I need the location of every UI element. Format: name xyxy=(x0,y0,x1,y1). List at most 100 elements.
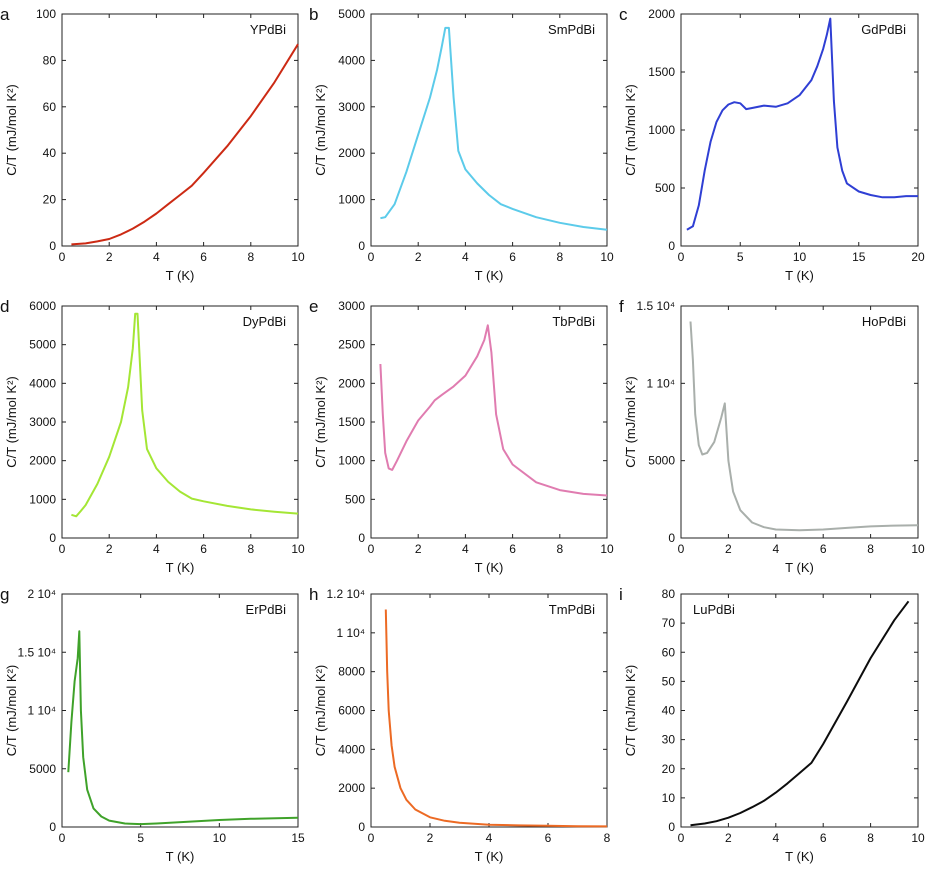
x-tick-label: 15 xyxy=(852,250,866,264)
material-name: HoPdBi xyxy=(862,314,906,329)
y-tick-label: 500 xyxy=(345,492,365,506)
x-tick-label: 8 xyxy=(247,250,254,264)
y-tick-label: 2000 xyxy=(29,454,56,468)
y-tick-label: 4000 xyxy=(338,53,365,67)
y-tick-label: 40 xyxy=(43,146,57,160)
y-tick-label: 20 xyxy=(43,193,57,207)
y-tick-label: 0 xyxy=(668,239,675,253)
x-tick-label: 6 xyxy=(200,542,207,556)
x-tick-label: 8 xyxy=(556,542,563,556)
x-tick-label: 4 xyxy=(462,542,469,556)
plot-frame xyxy=(680,593,919,828)
x-tick-label: 6 xyxy=(509,542,516,556)
y-axis-label: C/T (mJ/mol K²) xyxy=(313,84,328,175)
x-tick-label: 4 xyxy=(486,831,493,845)
y-tick-label: 60 xyxy=(43,100,57,114)
plot-frame xyxy=(61,593,299,828)
y-tick-label: 2000 xyxy=(338,781,365,795)
x-tick-label: 2 xyxy=(725,831,732,845)
x-tick-label: 4 xyxy=(772,831,779,845)
y-tick-label: 0 xyxy=(49,531,56,545)
y-axis-label: C/T (mJ/mol K²) xyxy=(623,84,638,175)
y-tick-label: 500 xyxy=(655,181,675,195)
material-name: TmPdBi xyxy=(549,602,595,617)
x-axis-label: T (K) xyxy=(166,268,195,283)
y-tick-label: 8000 xyxy=(338,665,365,679)
panel-letter: d xyxy=(0,297,9,316)
series-line xyxy=(379,324,608,497)
series-line xyxy=(71,312,299,518)
plot-frame xyxy=(680,13,919,247)
x-tick-label: 8 xyxy=(867,542,874,556)
x-tick-label: 0 xyxy=(59,831,66,845)
material-name: SmPdBi xyxy=(548,22,595,37)
y-tick-label: 60 xyxy=(662,645,676,659)
y-tick-label: 100 xyxy=(36,7,56,21)
y-tick-label: 80 xyxy=(43,53,57,67)
y-tick-label: 1 10⁴ xyxy=(336,626,365,640)
y-tick-label: 5000 xyxy=(29,338,56,352)
x-tick-label: 4 xyxy=(153,250,160,264)
y-tick-label: 3000 xyxy=(29,415,56,429)
x-tick-label: 4 xyxy=(153,542,160,556)
panel-letter: e xyxy=(309,297,318,316)
panel-letter: b xyxy=(309,5,318,24)
y-axis-label: C/T (mJ/mol K²) xyxy=(4,376,19,467)
x-tick-label: 6 xyxy=(509,250,516,264)
y-tick-label: 0 xyxy=(668,531,675,545)
x-tick-label: 6 xyxy=(200,250,207,264)
y-tick-label: 0 xyxy=(49,239,56,253)
y-tick-label: 1000 xyxy=(338,193,365,207)
series-line xyxy=(384,609,608,828)
series-line xyxy=(686,17,918,231)
x-tick-label: 0 xyxy=(368,542,375,556)
y-tick-label: 2000 xyxy=(648,7,675,21)
x-axis-label: T (K) xyxy=(166,849,195,864)
x-tick-label: 4 xyxy=(772,542,779,556)
x-axis-label: T (K) xyxy=(475,268,504,283)
panel-f: 0 2 4 6 8 10 0 5000 1 10⁴ 1.5 10⁴ T (K) C/T (mJ/mol… xyxy=(619,297,925,575)
y-tick-label: 5000 xyxy=(338,7,365,21)
x-tick-label: 2 xyxy=(106,250,113,264)
x-tick-label: 15 xyxy=(291,831,305,845)
x-tick-label: 10 xyxy=(600,542,614,556)
y-tick-label: 6000 xyxy=(29,299,56,313)
y-tick-label: 3000 xyxy=(338,100,365,114)
panel-g: 0 5 10 15 0 5000 1 10⁴ 1.5 10⁴ 2 10⁴ T (K) C/T (mJ… xyxy=(0,585,305,864)
y-tick-label: 2000 xyxy=(338,376,365,390)
y-tick-label: 0 xyxy=(358,820,365,834)
panel-c: 0 5 10 15 20 0 500 1000 1500 2000 T (K) C/T (mJ/mol… xyxy=(619,5,925,283)
x-tick-label: 5 xyxy=(137,831,144,845)
panel-letter: f xyxy=(619,297,624,316)
y-tick-label: 80 xyxy=(662,587,676,601)
panel-letter: a xyxy=(0,5,10,24)
y-axis-label: C/T (mJ/mol K²) xyxy=(623,376,638,467)
y-tick-label: 1000 xyxy=(338,454,365,468)
y-axis-label: C/T (mJ/mol K²) xyxy=(313,665,328,756)
y-tick-label: 0 xyxy=(49,820,56,834)
panel-h: 0 2 4 6 8 0 2000 4000 6000 8000 1 10⁴ 1.2 10⁴ T (K) C… xyxy=(309,585,611,864)
x-axis-label: T (K) xyxy=(166,560,195,575)
x-tick-label: 0 xyxy=(368,250,375,264)
y-tick-label: 4000 xyxy=(338,742,365,756)
series-line xyxy=(690,600,910,827)
y-tick-label: 0 xyxy=(358,239,365,253)
plot-frame xyxy=(61,13,299,247)
series-line xyxy=(71,43,299,246)
material-name: DyPdBi xyxy=(243,314,286,329)
plot-frame xyxy=(370,593,608,828)
x-tick-label: 8 xyxy=(867,831,874,845)
plot-frame xyxy=(680,305,919,539)
y-tick-label: 2500 xyxy=(338,338,365,352)
x-tick-label: 6 xyxy=(820,831,827,845)
panel-letter: c xyxy=(619,5,628,24)
series-line xyxy=(67,630,299,826)
panel-letter: h xyxy=(309,585,318,604)
y-tick-label: 1000 xyxy=(29,492,56,506)
y-axis-label: C/T (mJ/mol K²) xyxy=(623,665,638,756)
series-line xyxy=(380,26,608,231)
y-axis-label: C/T (mJ/mol K²) xyxy=(4,84,19,175)
x-tick-label: 10 xyxy=(291,250,305,264)
y-tick-label: 0 xyxy=(358,531,365,545)
